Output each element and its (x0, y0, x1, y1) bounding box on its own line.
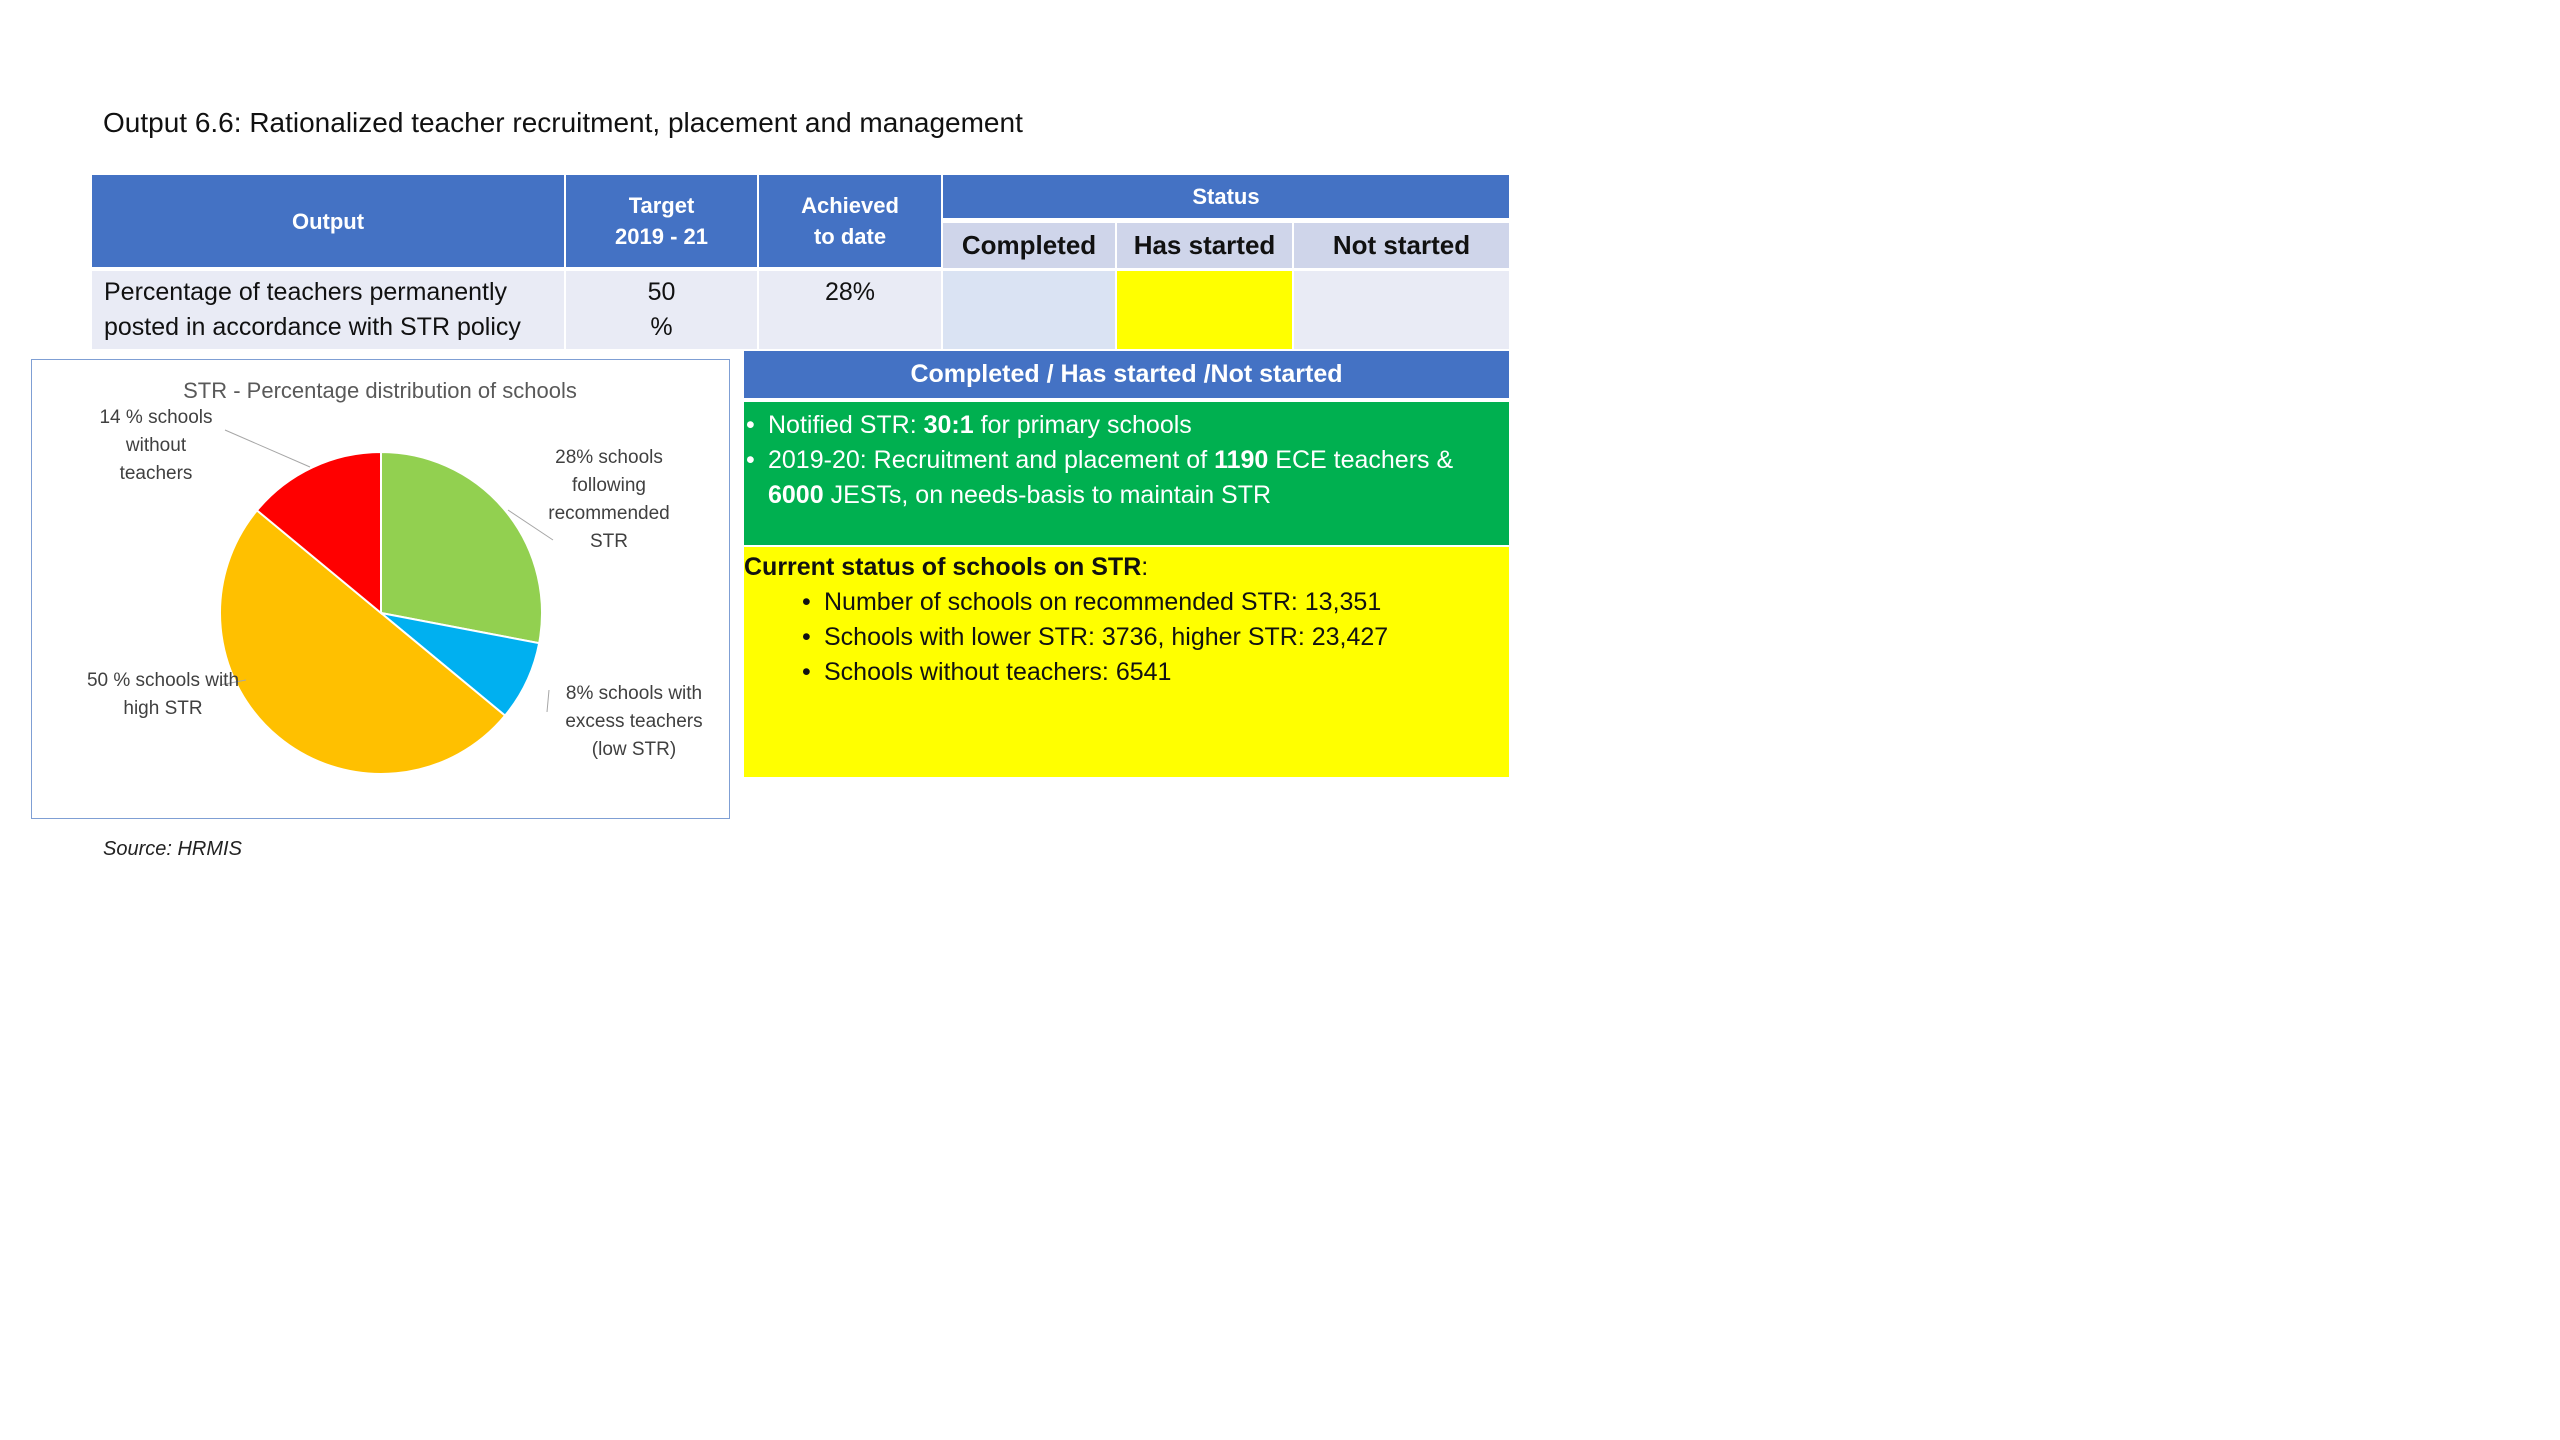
pie-chart-box: STR - Percentage distribution of schools… (31, 359, 730, 819)
yellow-status-box: Current status of schools on STR: • Numbe… (744, 547, 1509, 777)
row-output-text: Percentage of teachers permanently posted… (92, 271, 564, 349)
slice-label: 8% schools with excess teachers (low STR) (565, 683, 702, 760)
row-status-not-started (1294, 271, 1509, 349)
pie-chart: STR - Percentage distribution of schools… (87, 378, 703, 775)
header-not-started: Not started (1294, 223, 1509, 268)
header-output: Output (92, 175, 564, 267)
header-completed: Completed (943, 223, 1115, 268)
header-has-started: Has started (1117, 223, 1292, 268)
yellow-heading: Current status of schools on STR: (744, 553, 1149, 581)
pie-slice (255, 450, 382, 616)
slice-label: 50 % schools with high STR (87, 670, 239, 719)
leader-line (546, 689, 550, 713)
header-achieved: Achieved to date (759, 175, 941, 267)
slice-label: 28% schools following recommended STR (548, 447, 669, 552)
header-target: Target 2019 - 21 (566, 175, 757, 267)
source-note: Source: HRMIS (103, 838, 242, 860)
green-bullet: • 2019-20: Recruitment and placement of … (746, 446, 1454, 474)
leader-line (219, 679, 247, 686)
green-bullet: • Notified STR: 30:1 for primary schools (746, 411, 1192, 439)
row-target-value: 50% (566, 271, 757, 349)
yellow-bullet: • Schools with lower STR: 3736, higher ST… (802, 623, 1389, 651)
pie-slice (219, 508, 507, 775)
header-status: Status (943, 175, 1509, 218)
green-notes-box: • Notified STR: 30:1 for primary schools… (744, 402, 1509, 545)
row-achieved-value: 28% (759, 271, 941, 349)
pie-slice (380, 450, 543, 645)
leader-line (507, 509, 554, 541)
status-panel-heading: Completed / Has started /Not started (744, 351, 1509, 398)
slice-label: 14 % schools without teachers (99, 407, 212, 484)
chart-title: STR - Percentage distribution of schools (183, 378, 577, 403)
green-bullet-continuation: 6000 JESTs, on needs-basis to maintain S… (768, 481, 1272, 509)
row-status-has-started (1117, 271, 1292, 349)
yellow-bullet: • Schools without teachers: 6541 (802, 658, 1172, 686)
page-title: Output 6.6: Rationalized teacher recruit… (103, 107, 1023, 138)
row-status-completed (943, 271, 1115, 349)
yellow-bullet: • Number of schools on recommended STR: 1… (802, 588, 1382, 616)
leader-line (224, 429, 311, 468)
